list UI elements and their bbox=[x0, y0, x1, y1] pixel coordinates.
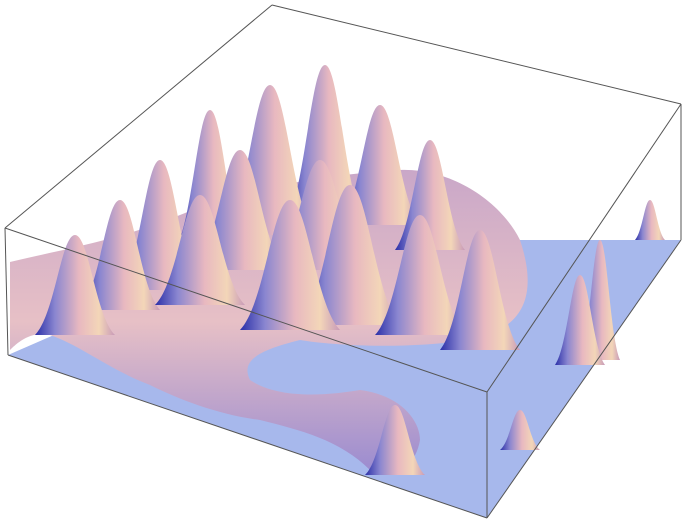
peak bbox=[155, 195, 245, 305]
peak bbox=[375, 215, 465, 335]
peak bbox=[555, 275, 605, 365]
peak bbox=[395, 140, 465, 250]
peak bbox=[35, 235, 115, 335]
peak bbox=[240, 200, 340, 330]
peak bbox=[340, 105, 420, 225]
peak bbox=[285, 65, 365, 225]
peak bbox=[500, 410, 540, 450]
peak bbox=[635, 200, 665, 240]
peaks bbox=[35, 65, 665, 475]
box-front bbox=[4, 103, 682, 519]
peak bbox=[80, 200, 160, 310]
peak bbox=[440, 230, 520, 350]
peak bbox=[365, 405, 425, 475]
box-back bbox=[4, 4, 682, 240]
peak bbox=[300, 185, 400, 325]
